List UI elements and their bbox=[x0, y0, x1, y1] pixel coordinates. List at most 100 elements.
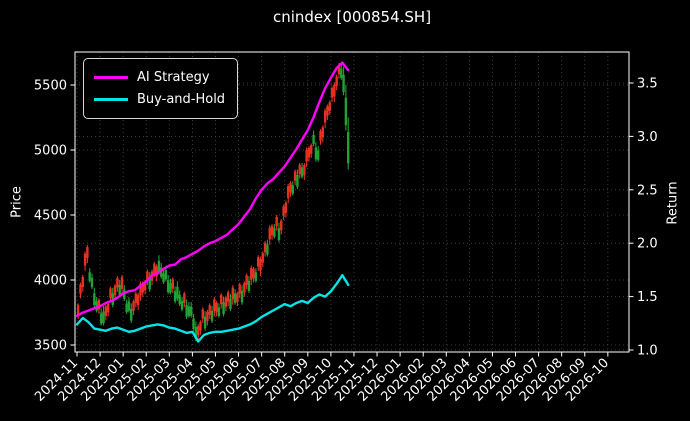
candle-body bbox=[316, 150, 320, 160]
candle-body bbox=[148, 277, 151, 290]
candle-body bbox=[286, 186, 290, 198]
candle-body bbox=[127, 301, 131, 311]
candle-body bbox=[134, 293, 138, 303]
candle-body bbox=[305, 149, 308, 162]
candle-body bbox=[88, 272, 91, 281]
candle-body bbox=[346, 132, 350, 164]
candle-body bbox=[254, 272, 258, 281]
candlesticks bbox=[76, 62, 350, 342]
candle-body bbox=[291, 185, 294, 194]
legend-item-ai-strategy: AI Strategy bbox=[94, 66, 225, 88]
candle-body bbox=[337, 64, 341, 75]
candle-body bbox=[340, 68, 343, 78]
buy-and-hold-label: Buy-and-Hold bbox=[137, 91, 226, 107]
candle-body bbox=[210, 310, 214, 321]
ai-strategy-label: AI Strategy bbox=[137, 69, 210, 85]
candle-body bbox=[266, 244, 269, 255]
candle-body bbox=[206, 311, 209, 322]
candle-body bbox=[160, 267, 163, 277]
ai-strategy-line-swatch bbox=[94, 75, 128, 79]
candle-body bbox=[284, 202, 288, 213]
candle-body bbox=[252, 268, 255, 279]
candle-body bbox=[256, 257, 260, 267]
candle-body bbox=[190, 306, 193, 316]
candle-body bbox=[217, 307, 221, 316]
candle-body bbox=[173, 291, 177, 302]
candle-body bbox=[116, 277, 119, 288]
candle-body bbox=[213, 299, 216, 311]
candle-body bbox=[326, 106, 329, 116]
legend-item-buy-and-hold: Buy-and-Hold bbox=[94, 88, 225, 110]
return-tick-label: 2.5 bbox=[637, 183, 658, 198]
buy-and-hold-line-swatch bbox=[94, 97, 128, 101]
chart-title: cnindex [000854.SH] bbox=[272, 8, 432, 26]
candle-body bbox=[118, 284, 121, 295]
candle-body bbox=[300, 167, 304, 177]
candle-body bbox=[319, 131, 322, 141]
price-axis-label: Price bbox=[9, 186, 25, 218]
candle-body bbox=[79, 284, 82, 294]
candle-body bbox=[100, 313, 103, 324]
candle-body bbox=[277, 228, 281, 240]
candle-body bbox=[95, 301, 98, 311]
candle-body bbox=[273, 228, 276, 237]
candle-body bbox=[164, 270, 168, 280]
return-tick-label: 3.0 bbox=[637, 130, 658, 145]
candle-body bbox=[245, 275, 248, 285]
price-tick-label: 4500 bbox=[34, 209, 67, 224]
candle-body bbox=[153, 263, 156, 274]
candle-body bbox=[113, 285, 117, 296]
candle-body bbox=[280, 220, 283, 231]
candle-body bbox=[194, 327, 198, 339]
candle-body bbox=[130, 308, 133, 321]
candle-body bbox=[162, 273, 165, 283]
candle-body bbox=[282, 206, 285, 216]
price-tick-label: 5000 bbox=[34, 144, 67, 159]
candle-body bbox=[231, 287, 234, 300]
return-tick-label: 1.0 bbox=[637, 344, 658, 359]
candle-body bbox=[201, 309, 204, 319]
candle-body bbox=[243, 283, 246, 293]
buy-and-hold-line bbox=[75, 274, 350, 343]
candle-body bbox=[139, 283, 142, 296]
candle-body bbox=[106, 303, 110, 313]
candle-body bbox=[270, 225, 274, 236]
return-axis-label: Return bbox=[665, 181, 681, 225]
candle-body bbox=[289, 183, 292, 193]
candle-body bbox=[314, 147, 318, 160]
candle-body bbox=[335, 76, 338, 86]
price-tick-label: 5500 bbox=[34, 79, 67, 94]
candle-body bbox=[330, 88, 334, 98]
candle-body bbox=[83, 253, 87, 266]
candle-body bbox=[226, 292, 230, 302]
price-tick-label: 4000 bbox=[34, 274, 67, 289]
return-tick-label: 2.0 bbox=[637, 237, 658, 252]
candle-body bbox=[263, 242, 267, 253]
candle-body bbox=[321, 127, 325, 138]
candle-body bbox=[222, 302, 225, 315]
candle-body bbox=[155, 266, 158, 277]
candle-body bbox=[203, 316, 207, 329]
return-tick-label: 3.5 bbox=[637, 77, 658, 92]
candle-body bbox=[90, 277, 94, 288]
return-tick-label: 1.5 bbox=[637, 290, 658, 305]
candle-body bbox=[247, 280, 251, 291]
candle-body bbox=[328, 102, 331, 111]
candle-body bbox=[312, 134, 315, 145]
candle-body bbox=[333, 84, 336, 97]
candle-body bbox=[187, 306, 191, 316]
candle-body bbox=[166, 280, 170, 292]
candle-body bbox=[310, 145, 313, 154]
candle-body bbox=[176, 286, 179, 299]
candle-body bbox=[342, 74, 345, 92]
candle-body bbox=[120, 277, 124, 289]
candle-body bbox=[224, 297, 228, 307]
candle-body bbox=[169, 283, 172, 293]
candle-body bbox=[183, 293, 186, 303]
candle-body bbox=[109, 288, 112, 298]
axis-ticks bbox=[70, 82, 634, 357]
candle-body bbox=[86, 247, 89, 259]
price-tick-label: 3500 bbox=[34, 339, 67, 354]
candle-body bbox=[208, 305, 211, 315]
